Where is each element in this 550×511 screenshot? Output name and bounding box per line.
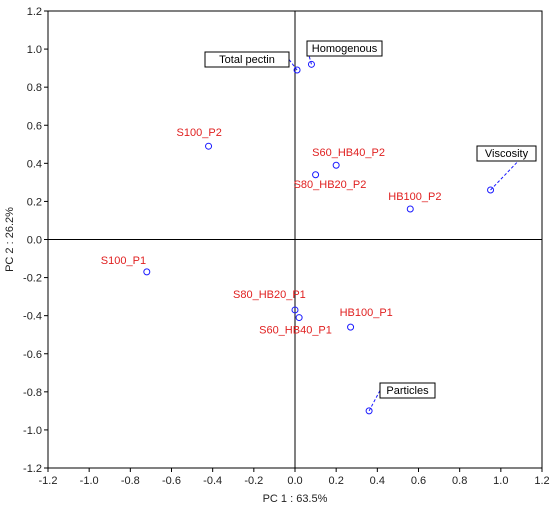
variable-label-box [306, 40, 383, 57]
observation-point [347, 323, 355, 331]
variable-label-box [476, 145, 537, 162]
x-tick-label: -0.6 [162, 475, 181, 487]
observation-point [312, 171, 320, 179]
variable-label: Homogenous [312, 43, 378, 55]
y-tick-label: 0.2 [27, 196, 42, 208]
variable-point [293, 66, 301, 74]
observation-label: S100_P2 [177, 127, 222, 139]
variable-label: Particles [386, 385, 429, 397]
y-tick-label: 0.0 [27, 235, 42, 247]
observation-point [406, 205, 414, 213]
x-tick-label: 0.4 [370, 475, 385, 487]
x-tick-label: 1.0 [493, 475, 508, 487]
x-tick-label: 0.6 [411, 475, 426, 487]
x-tick-label: -0.4 [203, 475, 222, 487]
y-tick-label: 0.4 [27, 158, 42, 170]
observation-point [295, 314, 303, 322]
y-tick-label: 1.2 [27, 6, 42, 18]
y-tick-label: -0.2 [23, 273, 42, 285]
variable-label-box [204, 51, 290, 68]
y-tick-label: 0.6 [27, 120, 42, 132]
variable-point [487, 186, 495, 194]
x-tick-label: 0.0 [287, 475, 302, 487]
x-tick-label: -0.2 [244, 475, 263, 487]
y-tick-label: -1.0 [23, 425, 42, 437]
observation-point [332, 161, 340, 169]
x-tick-label: 0.2 [329, 475, 344, 487]
x-axis-title: PC 1 : 63.5% [263, 493, 328, 505]
observation-label: S100_P1 [101, 255, 146, 267]
variable-point [365, 407, 373, 415]
y-tick-label: -0.4 [23, 311, 42, 323]
observation-label: HB100_P1 [340, 307, 393, 319]
y-tick-label: 0.8 [27, 82, 42, 94]
variable-label-box [379, 382, 436, 399]
x-tick-label: 1.2 [534, 475, 549, 487]
leader-line [288, 59, 298, 71]
y-tick-label: 1.0 [27, 44, 42, 56]
observation-label: S80_HB20_P1 [233, 289, 306, 301]
observation-label: S80_HB20_P2 [294, 179, 367, 191]
y-tick-label: -1.2 [23, 463, 42, 475]
leader-line [368, 390, 381, 412]
y-tick-label: -0.6 [23, 349, 42, 361]
variable-point [307, 60, 315, 68]
observation-point [143, 268, 151, 276]
y-axis-title: PC 2 : 26.2% [4, 207, 16, 272]
observation-label: S60_HB40_P2 [312, 147, 385, 159]
variable-label: Viscosity [485, 148, 529, 160]
observation-label: S60_HB40_P1 [259, 325, 332, 337]
observation-point [205, 142, 213, 150]
variable-label: Total pectin [219, 54, 275, 66]
x-tick-label: -1.2 [39, 475, 58, 487]
x-tick-label: 0.8 [452, 475, 467, 487]
observation-point [291, 306, 299, 314]
leader-line [490, 160, 519, 191]
observation-label: HB100_P2 [388, 191, 441, 203]
x-tick-label: -1.0 [80, 475, 99, 487]
y-tick-label: -0.8 [23, 387, 42, 399]
x-tick-label: -0.8 [121, 475, 140, 487]
